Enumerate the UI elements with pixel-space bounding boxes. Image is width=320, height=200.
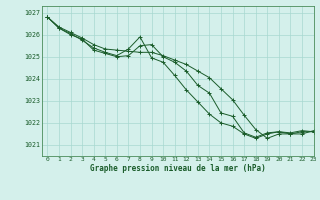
X-axis label: Graphe pression niveau de la mer (hPa): Graphe pression niveau de la mer (hPa) (90, 164, 266, 173)
